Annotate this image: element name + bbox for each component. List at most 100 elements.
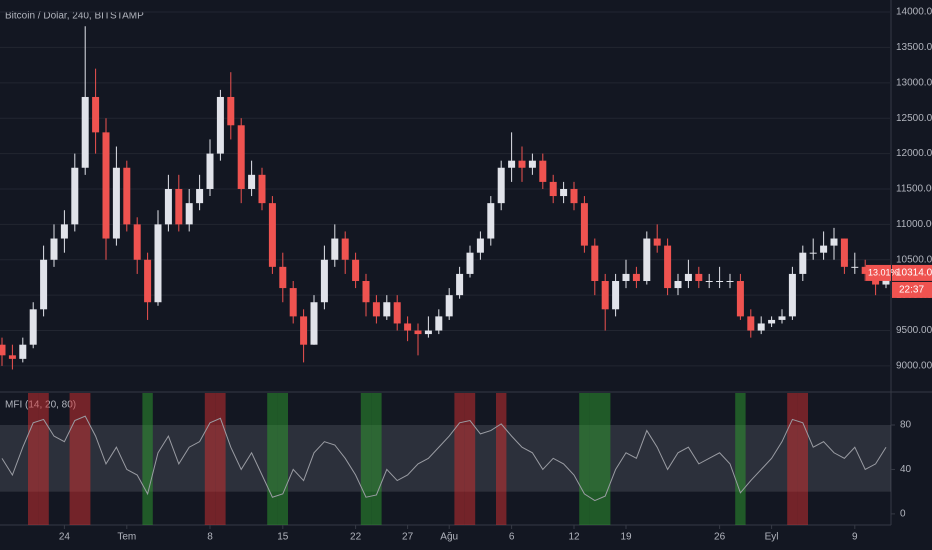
mfi-signal-band — [69, 393, 80, 525]
x-tick-label: Ağu — [440, 532, 458, 543]
candle-body — [196, 188, 204, 204]
chart-title: Bitcoin / Dolar, 240, BITSTAMP — [5, 11, 144, 22]
candle-body — [258, 174, 266, 204]
candle-body — [154, 224, 162, 303]
candle-body — [674, 280, 682, 289]
candle-body — [591, 245, 599, 281]
candle-body — [684, 273, 692, 281]
mfi-signal-band — [600, 393, 611, 525]
candle-body — [331, 238, 339, 260]
candle-body — [487, 203, 495, 239]
candle-body — [778, 316, 786, 320]
candle-body — [8, 355, 16, 359]
candle-body — [643, 238, 651, 281]
mfi-signal-band — [142, 393, 153, 525]
mfi-signal-band — [797, 393, 808, 525]
candle-body — [0, 344, 6, 356]
mfi-signal-band — [371, 393, 382, 525]
candle-body — [60, 224, 68, 239]
candle-body — [81, 96, 89, 168]
candle-body — [716, 280, 724, 282]
candle-body — [289, 288, 297, 317]
candle-body — [112, 167, 120, 239]
candle-body — [268, 203, 276, 267]
candle-body — [830, 238, 838, 246]
candle-body — [622, 273, 630, 281]
mfi-signal-band — [204, 393, 216, 525]
countdown-label: 22:37 — [899, 285, 924, 296]
candle-body — [352, 259, 360, 281]
candle-body — [185, 203, 193, 225]
candle-body — [300, 316, 308, 345]
candle-body — [414, 330, 422, 335]
candle-body — [508, 160, 516, 168]
candle-body — [768, 319, 776, 324]
countdown-box — [892, 281, 932, 298]
candle-body — [705, 280, 713, 282]
y-tick-label: 40 — [900, 464, 912, 475]
mfi-signal-band — [579, 393, 590, 525]
last-price-label: 10314.00 — [896, 268, 932, 279]
change-box — [866, 264, 891, 281]
y-tick-label: 12000.00 — [896, 148, 932, 159]
y-tick-label: 9000.00 — [896, 361, 932, 372]
candle-body — [851, 266, 859, 268]
candle-body — [144, 259, 152, 303]
y-tick-label: 10500.00 — [896, 254, 932, 265]
candle-body — [50, 238, 58, 260]
candle-body — [237, 125, 245, 189]
candle-body — [799, 252, 807, 274]
candle-body — [580, 203, 588, 246]
x-tick-label: 22 — [350, 532, 362, 543]
candle-body — [123, 167, 131, 225]
candle-body — [393, 302, 401, 324]
candle-body — [664, 245, 672, 289]
candle-body — [279, 266, 287, 289]
x-tick-label: 12 — [568, 532, 580, 543]
candle-body — [570, 188, 578, 204]
candle-body — [175, 188, 183, 225]
candle-body — [747, 316, 755, 331]
x-tick-label: 24 — [59, 532, 71, 543]
y-tick-label: 9500.00 — [896, 325, 932, 336]
candle-body — [383, 302, 391, 317]
y-tick-label: 13500.00 — [896, 42, 932, 53]
mfi-signal-band — [454, 393, 465, 525]
x-tick-label: 27 — [402, 532, 414, 543]
candle-body — [71, 167, 79, 225]
candle-body — [757, 323, 765, 331]
candle-body — [227, 96, 235, 126]
mfi-signal-band — [38, 393, 49, 525]
candle-body — [632, 273, 640, 281]
mfi-signal-band — [589, 393, 600, 525]
mfi-signal-band — [360, 393, 372, 525]
mfi-signal-band — [277, 393, 288, 525]
candle-body — [133, 224, 141, 260]
mfi-signal-band — [735, 393, 746, 525]
x-tick-label: 15 — [277, 532, 289, 543]
candle-body — [518, 160, 526, 168]
candle-body — [788, 273, 796, 317]
mfi-signal-band — [464, 393, 476, 525]
mfi-signal-band — [267, 393, 278, 525]
candle-body — [19, 344, 27, 359]
mfi-line — [1, 415, 887, 502]
x-tick-label: 8 — [207, 532, 213, 543]
candle-body — [435, 316, 443, 331]
y-tick-label: 11500.00 — [896, 184, 932, 195]
mfi-band — [0, 425, 891, 492]
x-tick-label: Tem — [117, 532, 136, 543]
x-tick-label: 9 — [852, 532, 858, 543]
candle-body — [456, 273, 464, 296]
candle-body — [424, 330, 432, 335]
candle-body — [528, 160, 536, 168]
candle-body — [310, 302, 318, 345]
candle-body — [372, 302, 380, 317]
candle-body — [560, 188, 568, 197]
y-tick-label: 11000.00 — [896, 219, 932, 230]
candle-body — [840, 238, 848, 267]
candle-body — [102, 132, 110, 239]
candle-body — [820, 245, 828, 253]
